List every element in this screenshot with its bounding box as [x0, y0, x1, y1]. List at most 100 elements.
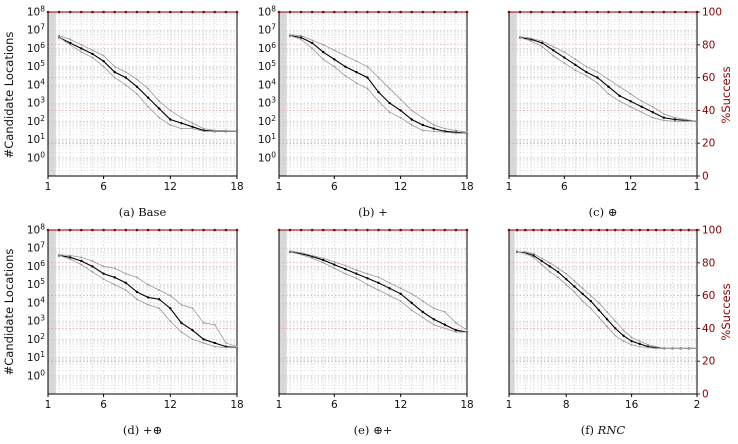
series-point-lower: [377, 289, 380, 292]
series-point-main: [80, 259, 83, 263]
series-point-lower: [322, 261, 325, 264]
series-point-main: [552, 49, 555, 52]
y-tick-label: 101: [27, 132, 45, 146]
success-point: [224, 228, 228, 232]
series-point-lower: [333, 267, 336, 270]
series-point-lower: [671, 347, 674, 350]
success-point: [529, 10, 533, 14]
success-point: [564, 228, 568, 232]
success-point: [607, 10, 610, 14]
series-point-lower: [91, 56, 94, 59]
series-point-main: [640, 105, 643, 108]
success-point: [80, 228, 83, 232]
success-point: [410, 228, 414, 232]
series-point-upper: [399, 287, 402, 290]
series-point-main: [410, 301, 413, 305]
axes-frame: [278, 11, 468, 177]
series-point-lower: [213, 345, 216, 348]
axes-frame: [508, 11, 698, 177]
series-point-upper: [202, 127, 205, 130]
series-point-lower: [113, 283, 116, 286]
success-point: [46, 228, 50, 232]
success-point: [168, 10, 172, 14]
series-point-main: [388, 287, 391, 290]
success-point: [548, 228, 552, 232]
series-point-lower: [169, 320, 172, 323]
y-tick-label: 106: [258, 41, 276, 55]
series-point-main: [607, 85, 610, 88]
success-point: [507, 10, 511, 14]
series-point-main: [399, 109, 402, 112]
series-point-main: [399, 292, 402, 295]
y-tick-label: 100: [27, 150, 45, 164]
series-point-upper: [388, 87, 391, 90]
success-tick-label: 60: [702, 72, 715, 84]
success-point: [399, 10, 402, 14]
x-tick-label: 6: [561, 181, 568, 193]
series-point-main: [146, 296, 150, 299]
series-point-main: [563, 56, 566, 59]
series-point-upper: [563, 51, 566, 53]
series-point-lower: [91, 271, 94, 273]
series-point-lower: [573, 291, 576, 293]
series-point-lower: [696, 347, 698, 350]
series-point-lower: [58, 254, 61, 257]
series-point-lower: [158, 116, 161, 119]
series-point-main: [596, 76, 599, 79]
series-point-lower: [399, 116, 402, 119]
axes-frame: [47, 229, 238, 395]
series-point-main: [573, 285, 576, 288]
x-tick-label: 12: [164, 399, 177, 411]
success-point: [687, 228, 691, 232]
x-tick-label: 2: [694, 399, 701, 411]
success-point: [113, 228, 117, 232]
series-point-lower: [565, 283, 568, 286]
series-point-lower: [69, 258, 72, 261]
success-point: [581, 228, 584, 232]
series-point-main: [322, 258, 325, 262]
success-point: [80, 10, 83, 14]
series-point-upper: [565, 272, 568, 275]
success-point: [57, 10, 61, 14]
success-tick-label: 100: [702, 225, 722, 237]
series-point-upper: [455, 129, 457, 132]
series-point-main: [432, 318, 436, 321]
series-point-upper: [224, 342, 227, 344]
series-point-lower: [136, 93, 138, 95]
series-point-main: [180, 321, 183, 325]
series-point-upper: [585, 65, 588, 68]
success-point: [124, 228, 128, 232]
success-point: [310, 228, 314, 232]
series-point-main: [581, 292, 584, 295]
series-point-lower: [113, 76, 116, 79]
success-point: [695, 10, 699, 14]
success-point: [540, 10, 544, 14]
success-point: [377, 228, 380, 232]
series-point-lower: [289, 250, 291, 253]
series-point-lower: [519, 36, 521, 39]
series-point-lower: [388, 111, 391, 114]
series-point-lower: [618, 100, 621, 103]
series-point-main: [102, 272, 105, 275]
success-point: [646, 228, 650, 232]
success-point: [663, 228, 666, 232]
series-point-main: [630, 339, 633, 343]
shaded-region: [48, 230, 56, 394]
series-point-upper: [443, 311, 446, 313]
series-point-lower: [640, 111, 643, 114]
success-point: [321, 228, 325, 232]
series-point-lower: [236, 346, 238, 349]
success-point: [673, 10, 677, 14]
x-tick-label: 1: [694, 181, 701, 193]
series-point-main: [91, 265, 94, 268]
axes-frame: [47, 11, 238, 177]
series-point-lower: [124, 83, 127, 86]
series-point-upper: [606, 311, 608, 313]
series-point-main: [638, 342, 641, 346]
series-point-lower: [443, 131, 446, 134]
success-point: [507, 228, 511, 232]
series-point-main: [113, 276, 116, 279]
series-point-lower: [224, 130, 227, 133]
success-point: [157, 228, 161, 232]
series-point-lower: [80, 263, 83, 266]
